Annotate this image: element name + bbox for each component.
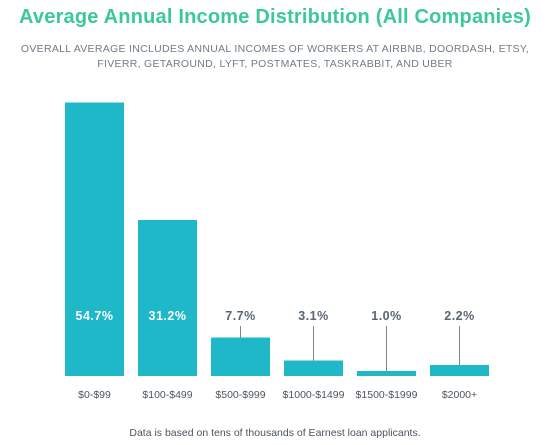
x-tick-label: $500-$999 xyxy=(215,389,265,401)
chart-title: Average Annual Income Distribution (All … xyxy=(19,6,531,28)
bar xyxy=(357,371,416,376)
x-tick-label: $0-$99 xyxy=(78,389,111,401)
chart-footnote: Data is based on tens of thousands of Ea… xyxy=(129,427,421,439)
bar xyxy=(65,102,124,376)
data-label: 54.7% xyxy=(76,309,114,323)
data-label: 7.7% xyxy=(225,309,256,323)
x-tick-label: $100-$499 xyxy=(142,389,192,401)
data-label: 31.2% xyxy=(149,309,187,323)
bar xyxy=(430,365,489,376)
x-tick-label: $1000-$1499 xyxy=(283,389,345,401)
data-label: 2.2% xyxy=(444,309,475,323)
data-label: 3.1% xyxy=(298,309,329,323)
bar xyxy=(211,337,270,376)
x-tick-label: $2000+ xyxy=(442,389,477,401)
data-label: 1.0% xyxy=(371,309,402,323)
chart-subtitle: OVERALL AVERAGE INCLUDES ANNUAL INCOMES … xyxy=(20,43,530,70)
x-tick-label: $1500-$1999 xyxy=(356,389,418,401)
bar xyxy=(284,360,343,376)
bar xyxy=(138,220,197,376)
